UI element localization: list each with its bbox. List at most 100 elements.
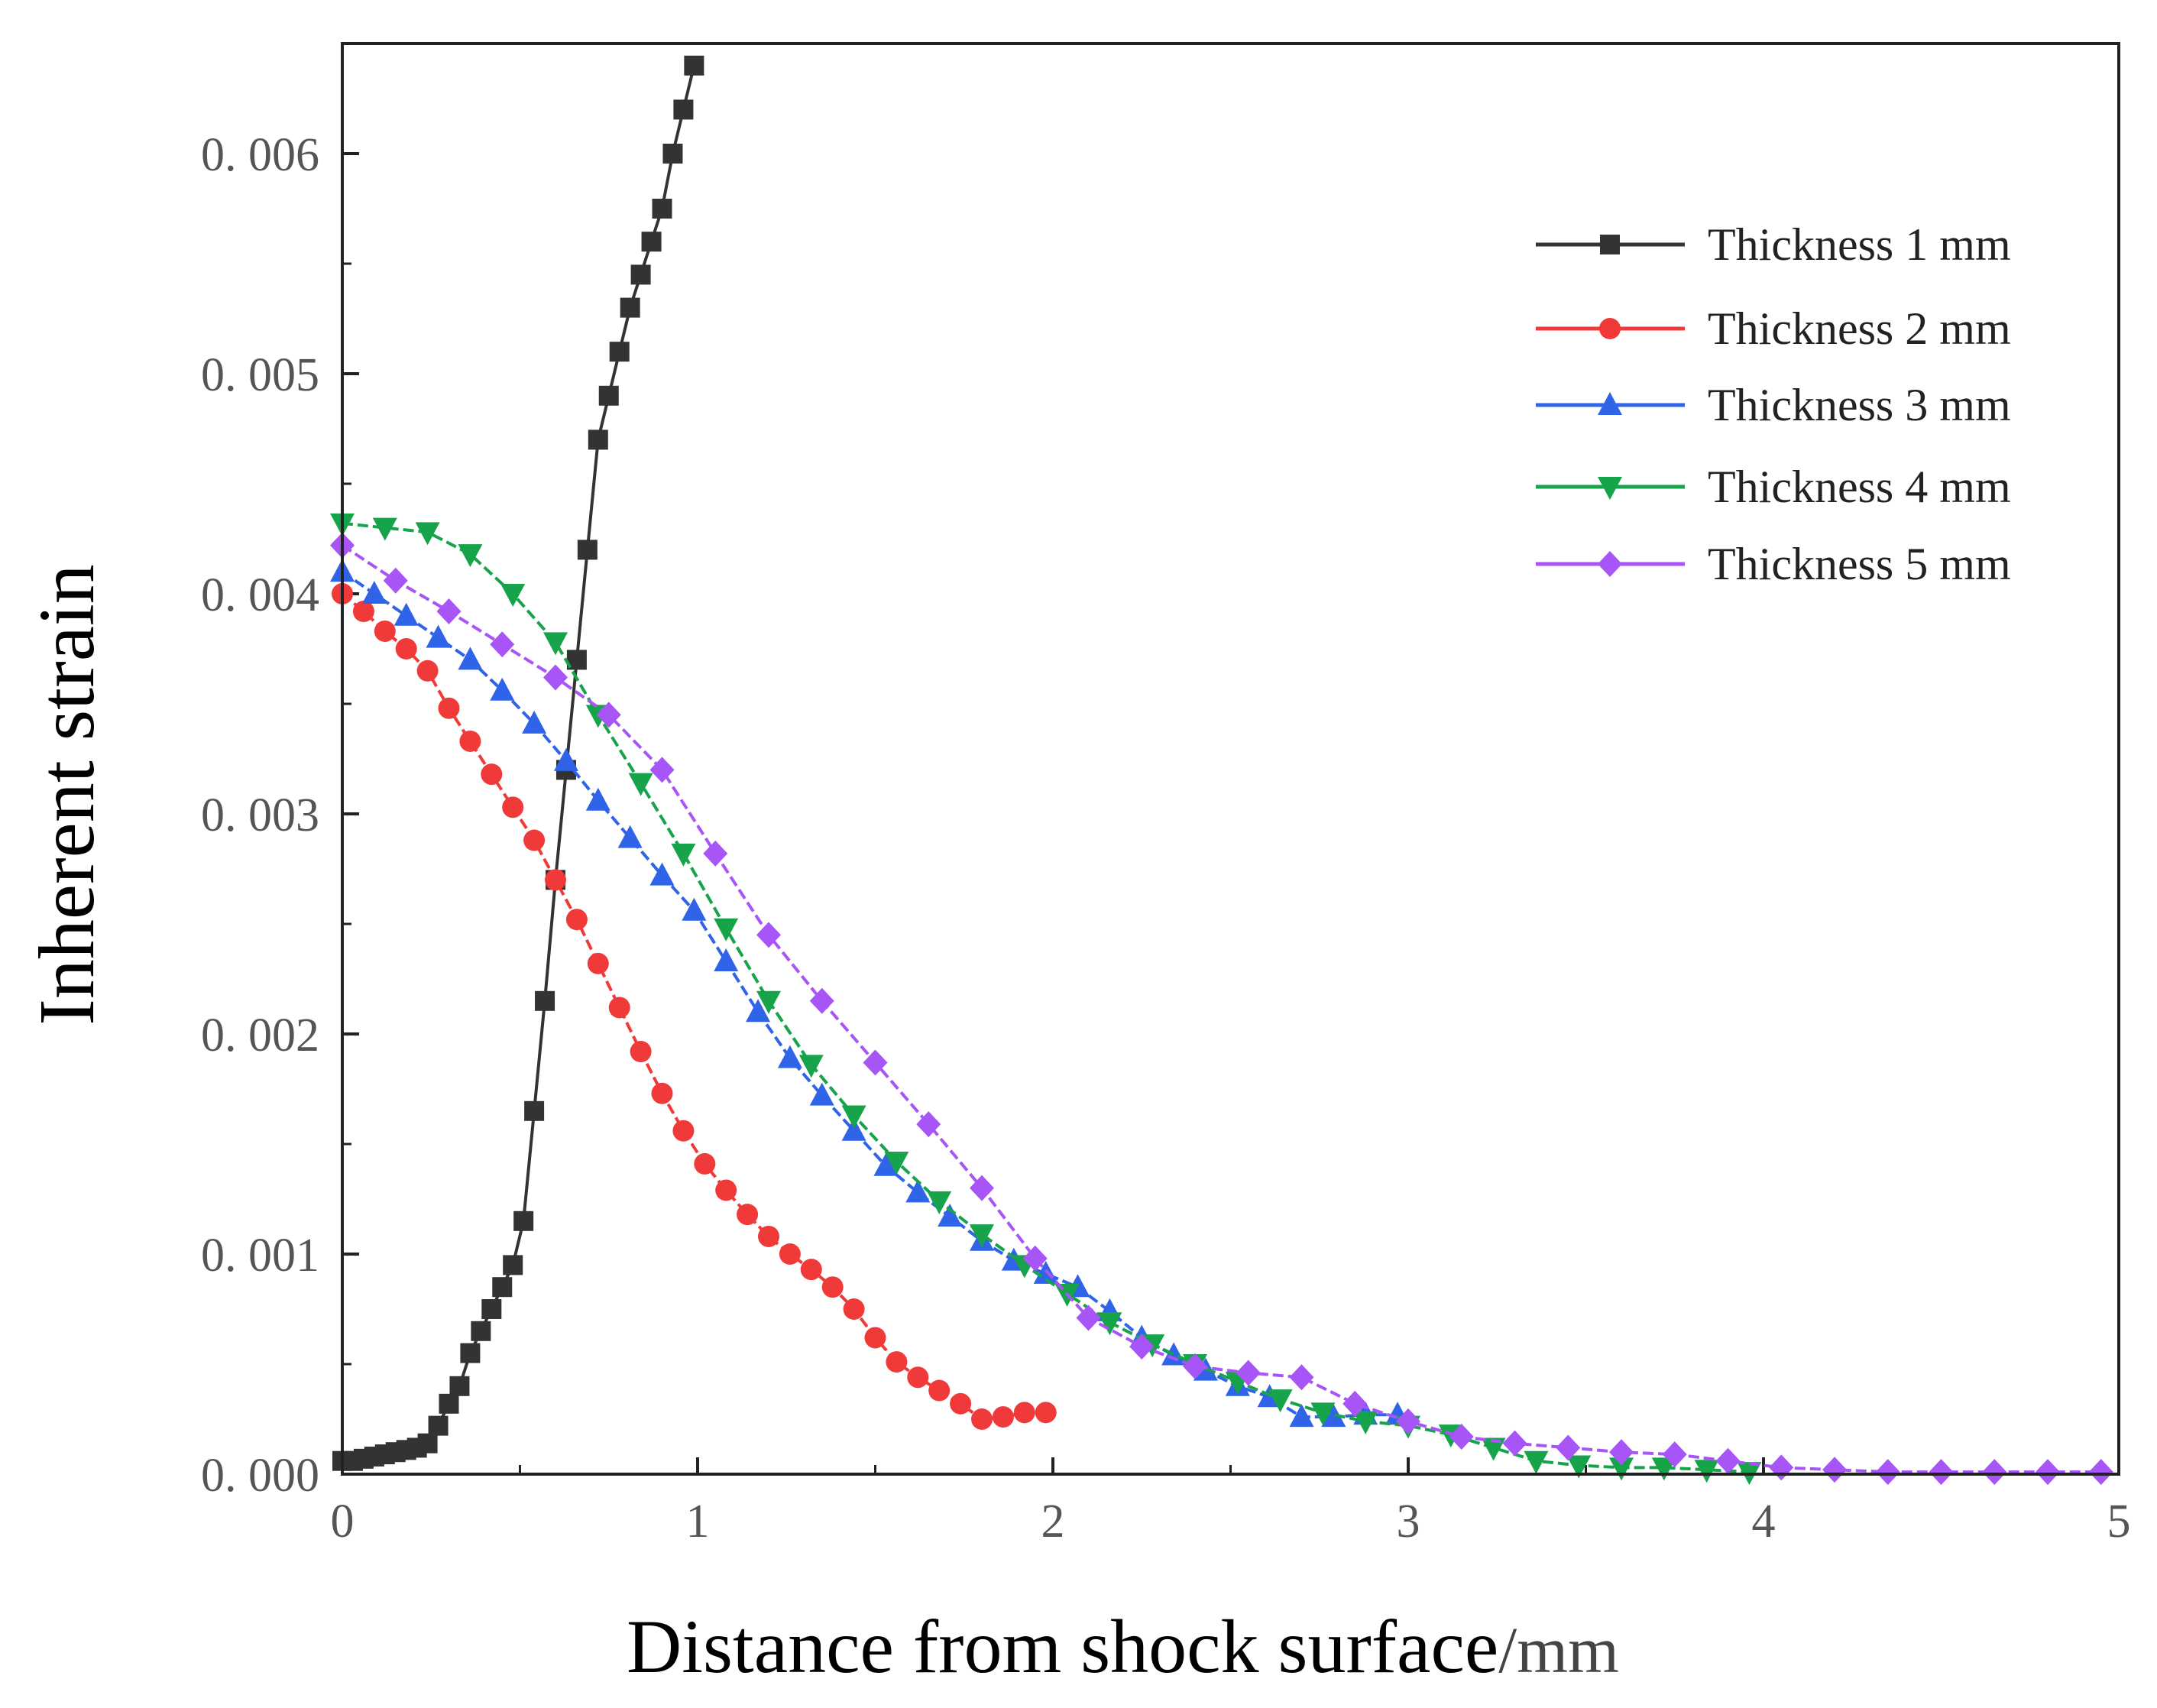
data-point <box>1097 1312 1122 1336</box>
data-point <box>798 1055 824 1078</box>
data-point <box>481 1299 502 1319</box>
data-point <box>809 1082 834 1106</box>
data-point <box>545 869 566 891</box>
series-line <box>341 570 1398 1419</box>
data-point <box>471 1321 491 1341</box>
legend-item: Thickness 5 mm <box>1536 539 2011 589</box>
data-point <box>800 1259 822 1281</box>
data-point <box>1556 1434 1581 1461</box>
data-point <box>1321 1404 1346 1428</box>
data-point <box>1013 1402 1035 1424</box>
data-point <box>1035 1402 1057 1424</box>
data-point <box>1268 1389 1293 1413</box>
legend-label: Thickness 4 mm <box>1708 462 2011 512</box>
y-axis-title: Inherent strain <box>23 564 111 1026</box>
legend-item: Thickness 4 mm <box>1536 462 2011 512</box>
data-point <box>927 1191 952 1214</box>
data-point <box>737 1204 759 1226</box>
data-point <box>758 1225 779 1247</box>
data-point <box>928 1379 951 1402</box>
data-point <box>459 730 481 752</box>
data-point <box>1651 1457 1676 1481</box>
data-point <box>1289 1404 1314 1428</box>
data-point <box>428 1415 449 1436</box>
data-point <box>587 952 609 974</box>
data-point <box>714 918 739 942</box>
data-point <box>481 763 503 786</box>
data-point <box>1524 1450 1549 1474</box>
data-point <box>992 1406 1014 1428</box>
data-point <box>543 664 568 691</box>
data-point <box>1662 1441 1687 1468</box>
data-point <box>950 1392 972 1415</box>
data-point <box>395 638 417 660</box>
data-point <box>970 1224 994 1248</box>
x-tick-label: 3 <box>1397 1496 1420 1548</box>
data-point <box>1289 1364 1314 1391</box>
data-point <box>352 601 374 623</box>
data-point <box>672 1120 695 1142</box>
data-point <box>907 1366 929 1389</box>
y-tick-label: 0. 000 <box>201 1450 319 1502</box>
data-point <box>938 1204 963 1227</box>
data-point <box>522 710 547 734</box>
data-point <box>1609 1457 1634 1481</box>
data-point <box>649 757 675 783</box>
data-point <box>458 544 483 568</box>
data-point <box>2036 1459 2060 1486</box>
y-tick-label: 0. 003 <box>201 789 319 841</box>
data-point <box>458 647 483 670</box>
legend-item: Thickness 1 mm <box>1536 219 2011 270</box>
data-point <box>502 796 524 818</box>
y-tick-labels: 0. 000 0. 001 0. 002 0. 003 0. 004 0. 005 0. 0… <box>201 129 319 1502</box>
data-point <box>617 825 643 848</box>
data-point <box>1310 1402 1336 1426</box>
series-2 <box>332 583 1057 1430</box>
data-point <box>1183 1353 1207 1379</box>
data-point <box>503 1255 523 1275</box>
data-point <box>608 997 630 1019</box>
data-point <box>971 1408 993 1430</box>
legend-marker <box>1598 392 1622 415</box>
data-point <box>1396 1408 1420 1434</box>
legend-marker <box>1598 551 1622 577</box>
data-point <box>439 1393 459 1414</box>
data-point <box>841 1117 866 1141</box>
data-point <box>1875 1459 1900 1486</box>
data-point <box>585 787 611 811</box>
data-point <box>460 1343 481 1363</box>
data-point <box>415 522 440 546</box>
data-point <box>715 1179 737 1201</box>
data-point <box>821 1276 844 1298</box>
data-point <box>1929 1459 1954 1486</box>
plot-frame <box>341 42 2120 1476</box>
data-point <box>394 602 419 626</box>
data-point <box>383 567 408 594</box>
data-point <box>756 922 781 948</box>
data-point <box>565 909 588 931</box>
data-point <box>490 631 515 658</box>
data-point <box>426 624 451 648</box>
data-point <box>864 1327 886 1349</box>
data-point <box>628 773 653 796</box>
data-point <box>523 829 546 851</box>
data-point <box>449 1376 470 1396</box>
data-point <box>884 1152 909 1175</box>
y-tick-label: 0. 006 <box>201 129 319 181</box>
legend-item: Thickness 3 mm <box>1536 380 2011 430</box>
data-point <box>1342 1390 1368 1417</box>
data-point <box>649 862 675 886</box>
data-point <box>1982 1459 2007 1486</box>
data-point <box>1715 1447 1741 1474</box>
data-point <box>863 1049 888 1076</box>
y-tick-label: 0. 001 <box>201 1230 319 1282</box>
data-point <box>1609 1439 1634 1466</box>
data-point <box>620 297 640 318</box>
data-point <box>1129 1333 1155 1360</box>
data-point <box>843 1298 865 1320</box>
data-point <box>641 232 662 252</box>
data-point <box>662 144 683 164</box>
legend-marker <box>1598 477 1622 500</box>
x-tick-label: 4 <box>1752 1496 1776 1548</box>
